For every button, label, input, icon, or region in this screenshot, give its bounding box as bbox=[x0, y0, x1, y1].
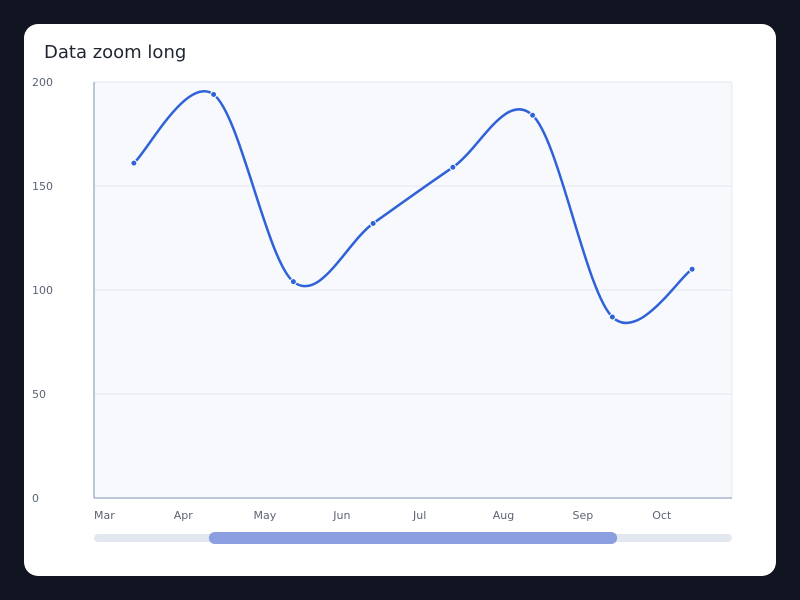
data-point[interactable] bbox=[449, 163, 457, 171]
x-tick-label: Oct bbox=[652, 509, 672, 522]
x-tick-label: Sep bbox=[573, 509, 594, 522]
line-chart: 0 50 100 150 200 Mar Apr May Jun Jul Aug Sep Oct bbox=[32, 76, 733, 544]
y-tick-label: 100 bbox=[32, 284, 53, 297]
series-line bbox=[132, 90, 694, 325]
chart-card: Data zoom long 0 50 100 150 200 Mar Apr May Jun… bbox=[24, 24, 776, 576]
y-tick-label: 50 bbox=[32, 388, 46, 401]
y-tick-label: 200 bbox=[32, 76, 53, 89]
y-tick-label: 0 bbox=[32, 492, 39, 505]
data-point[interactable] bbox=[608, 313, 616, 321]
x-tick-label: Jun bbox=[332, 509, 350, 522]
x-tick-label: Apr bbox=[174, 509, 194, 522]
data-point[interactable] bbox=[210, 90, 218, 98]
data-point[interactable] bbox=[369, 219, 377, 227]
y-tick-label: 150 bbox=[32, 180, 53, 193]
x-tick-label: Aug bbox=[493, 509, 514, 522]
data-point[interactable] bbox=[688, 265, 696, 273]
data-point[interactable] bbox=[289, 278, 297, 286]
zoom-slider-handle[interactable] bbox=[208, 532, 618, 544]
x-tick-label: Jul bbox=[412, 509, 426, 522]
x-tick-label: Mar bbox=[94, 509, 115, 522]
data-point[interactable] bbox=[130, 159, 138, 167]
data-point[interactable] bbox=[529, 111, 537, 119]
chart-title: Data zoom long bbox=[44, 42, 187, 63]
x-tick-label: May bbox=[254, 509, 277, 522]
